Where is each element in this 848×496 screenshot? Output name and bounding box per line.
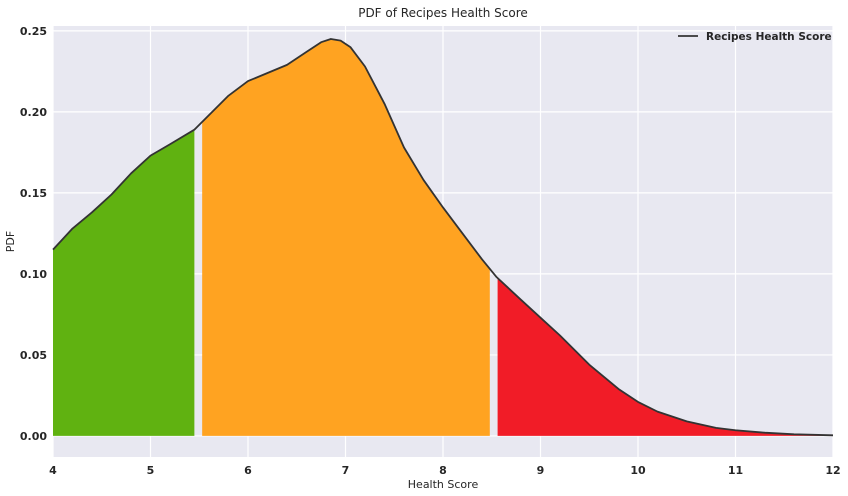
x-tick-labels: 4 5 6 7 8 9 10 11 12	[49, 464, 840, 477]
y-axis-label: PDF	[4, 231, 17, 252]
x-tick-label: 12	[825, 464, 840, 477]
x-tick-label: 6	[244, 464, 252, 477]
pdf-curve-line	[52, 38, 834, 437]
chart-title: PDF of Recipes Health Score	[358, 6, 528, 20]
x-tick-label: 5	[147, 464, 155, 477]
y-tick-label: 0.15	[20, 187, 47, 200]
filled-region-1	[53, 129, 195, 436]
y-tick-labels: 0.00 0.05 0.10 0.15 0.20 0.25	[20, 25, 47, 443]
filled-regions	[53, 38, 833, 436]
legend: Recipes Health Score	[678, 31, 832, 43]
x-axis-label: Health Score	[408, 478, 479, 491]
x-tick-label: 10	[630, 464, 646, 477]
filled-region-2	[202, 38, 490, 436]
y-tick-label: 0.00	[20, 430, 47, 443]
y-tick-label: 0.25	[20, 25, 47, 38]
y-tick-label: 0.10	[20, 268, 47, 281]
filled-region-3	[497, 278, 833, 436]
y-tick-label: 0.05	[20, 349, 47, 362]
legend-label: Recipes Health Score	[706, 31, 832, 43]
x-tick-label: 8	[439, 464, 447, 477]
x-tick-label: 4	[49, 464, 57, 477]
y-tick-label: 0.20	[20, 106, 47, 119]
x-tick-label: 9	[537, 464, 545, 477]
x-tick-label: 11	[728, 464, 743, 477]
x-tick-label: 7	[342, 464, 350, 477]
